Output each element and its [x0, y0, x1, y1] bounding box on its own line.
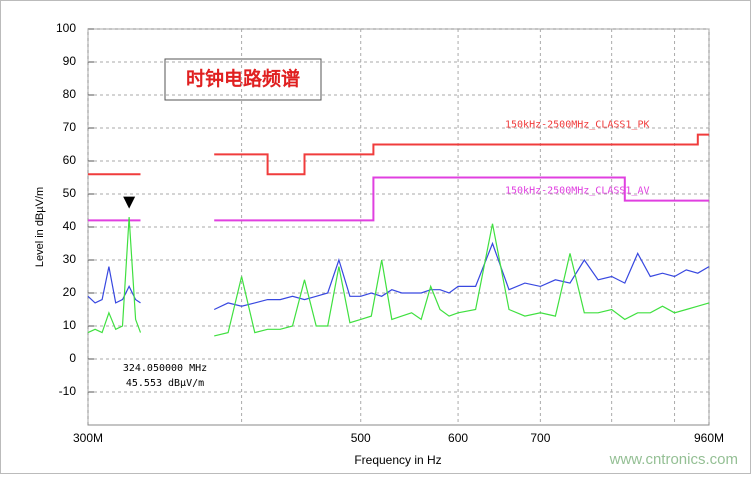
y-tick-label: 0: [69, 351, 76, 365]
x-tick-label: 700: [530, 431, 550, 445]
series-line: [87, 217, 710, 337]
y-tick-label: 30: [63, 252, 77, 266]
y-tick-label: 80: [63, 87, 77, 101]
chart-title: 时钟电路频谱: [186, 67, 300, 90]
x-axis-label: Frequency in Hz: [354, 453, 441, 467]
y-tick-label: -10: [59, 384, 77, 398]
y-tick-label: 20: [63, 285, 77, 299]
x-tick-label: 960M: [694, 431, 724, 445]
limit-label: 150kHz-2500MHz_CLASS1_PK: [505, 120, 650, 131]
series-line: [88, 133, 709, 176]
title-box: [164, 58, 322, 101]
marker: [123, 196, 136, 209]
y-tick-label: 100: [56, 21, 76, 35]
x-tick-label: 500: [351, 431, 371, 445]
x-tick-label: 600: [448, 431, 468, 445]
y-tick-label: 70: [63, 120, 77, 134]
watermark: www.cntronics.com: [609, 451, 738, 468]
marker-label: 324.050000 MHz: [123, 363, 207, 374]
y-tick-label: 10: [63, 318, 77, 332]
y-tick-label: 60: [63, 153, 77, 167]
marker-label: 45.553 dBµV/m: [126, 378, 204, 389]
y-axis-label: Level in dBµV/m: [34, 187, 46, 267]
x-tick-label: 300M: [73, 431, 103, 445]
series-line: [88, 176, 709, 222]
y-tick-label: 40: [63, 219, 77, 233]
y-tick-label: 90: [63, 54, 77, 68]
limit-label: 150kHz-2500MHz_CLASS1_AV: [505, 186, 650, 197]
series-line: [87, 241, 710, 311]
y-tick-label: 50: [63, 186, 77, 200]
